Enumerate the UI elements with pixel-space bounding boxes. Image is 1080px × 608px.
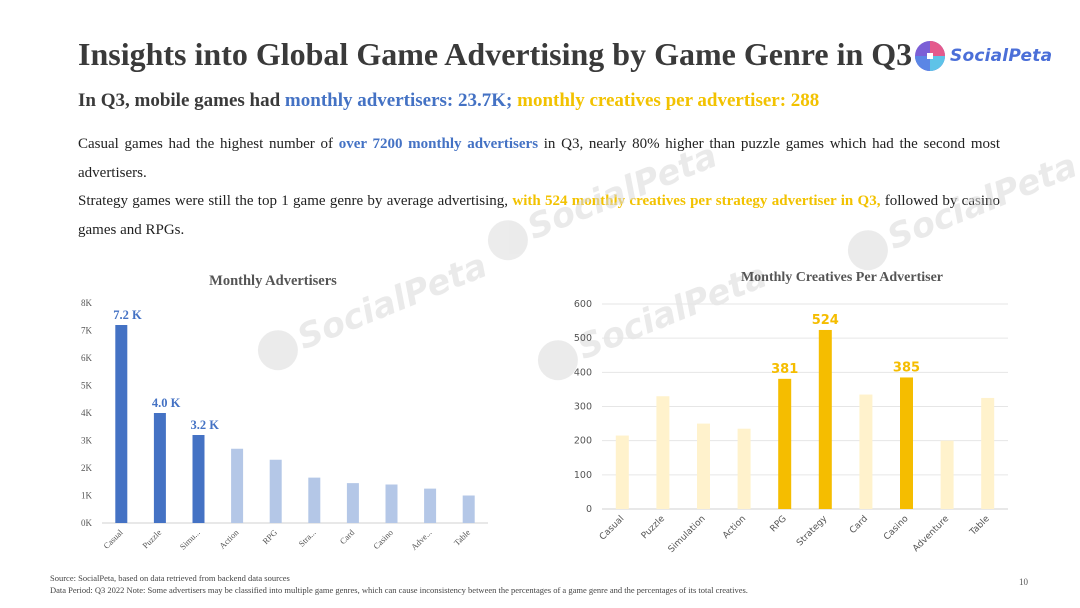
category-label: Table [452,527,472,547]
y-tick-label: 5K [81,381,93,391]
bar-casino [385,484,398,523]
category-label: Casino [371,527,395,551]
data-label: 3.2 K [191,418,220,432]
bar-casual [615,435,629,509]
data-label: 7.2 K [113,308,142,322]
category-label: Casual [598,514,626,542]
p1-text-a: Casual games had the highest number of [78,136,339,152]
y-tick-label: 100 [574,470,592,481]
bar-rpg [269,459,282,523]
y-tick-label: 500 [574,333,592,344]
source-note: Source: SocialPeta, based on data retrie… [50,573,290,583]
category-label: Simulation [667,514,708,555]
bar-puzzle [656,396,670,509]
category-label: Card [338,527,357,546]
category-label: Stra... [296,527,317,548]
bar-adventure [940,440,954,509]
category-label: Action [721,514,748,541]
y-tick-label: 8K [81,298,93,308]
bar-rpg [778,378,792,509]
y-tick-label: 400 [574,367,592,378]
y-tick-label: 3K [81,436,93,446]
page-title: Insights into Global Game Advertising by… [78,36,913,72]
category-label: Adve... [409,527,434,552]
category-label: Action [217,527,241,551]
bar-strategy [818,329,832,509]
p2-text-a: Strategy games were still the top 1 game… [78,193,513,209]
category-label: Puzzle [140,527,163,550]
p1-highlight: over 7200 monthly advertisers [338,136,539,152]
data-period-note: Data Period: Q3 2022 Note: Some advertis… [50,585,748,595]
category-label: Table [968,514,993,539]
y-tick-label: 200 [574,436,592,447]
bar-table [462,495,475,523]
bar-adve [424,488,437,523]
y-tick-label: 0K [81,518,93,528]
y-tick-label: 7K [81,326,93,336]
category-label: Adventure [911,514,951,554]
bar-casino [900,377,913,509]
category-label: RPG [769,514,789,534]
y-tick-label: 0 [586,504,592,515]
bar-action [737,428,751,509]
category-label: Casual [101,527,125,551]
data-label: 524 [812,313,839,328]
bar-puzzle [153,413,166,523]
subtitle-creatives: monthly creatives per advertiser: 288 [512,90,820,111]
chart-title: Monthly Advertisers [209,273,337,289]
subtitle: In Q3, mobile games had monthly advertis… [78,90,819,112]
socialpeta-logo: SocialPeta [914,40,1052,72]
subtitle-prefix: In Q3, mobile games had [78,90,285,111]
category-label: Simu... [178,527,202,551]
page-number: 10 [1019,577,1028,587]
p2-text-b: followed by casino games and RPGs. [78,193,1000,238]
category-label: Puzzle [640,514,668,542]
bar-action [231,448,244,523]
bar-simulation [697,423,710,509]
y-tick-label: 2K [81,463,93,473]
p1-text-b: in Q3, nearly 80% higher than puzzle gam… [78,136,1001,181]
chart-title: Monthly Creatives Per Advertiser [741,270,943,285]
bar-card [346,483,359,523]
data-label: 381 [771,362,798,377]
monthly-advertisers-chart: Monthly Advertisers 0K 1K 2K 3K 4K 5K 6K 7K 8K 7.2… [81,273,488,552]
category-label: Strategy [795,514,830,549]
bar-stra [308,477,321,523]
bar-table [981,397,995,509]
monthly-creatives-chart: Monthly Creatives Per Advertiser 0 100 200 3… [574,270,1008,555]
category-label: RPG [260,527,279,546]
data-label: 4.0 K [152,396,181,410]
bar-card [859,394,873,509]
data-label: 385 [893,360,920,375]
insight-paragraph-2: Strategy games were still the top 1 game… [78,187,1000,245]
insight-paragraph-1: Casual games had the highest number of o… [78,130,1000,188]
y-tick-label: 6K [81,353,93,363]
bar-casual [115,325,128,523]
y-tick-label: 1K [81,491,93,501]
category-label: Casino [882,514,911,543]
logo-text: SocialPeta [950,46,1053,66]
subtitle-advertisers: monthly advertisers: 23.7K; [284,90,513,111]
socialpeta-logo-icon [915,41,945,71]
p2-highlight: with 524 monthly creatives per strategy … [512,193,881,209]
y-tick-label: 300 [574,402,592,413]
y-tick-label: 4K [81,408,93,418]
y-tick-label: 600 [574,299,592,310]
category-label: Card [848,514,870,536]
bar-simu [192,435,205,523]
